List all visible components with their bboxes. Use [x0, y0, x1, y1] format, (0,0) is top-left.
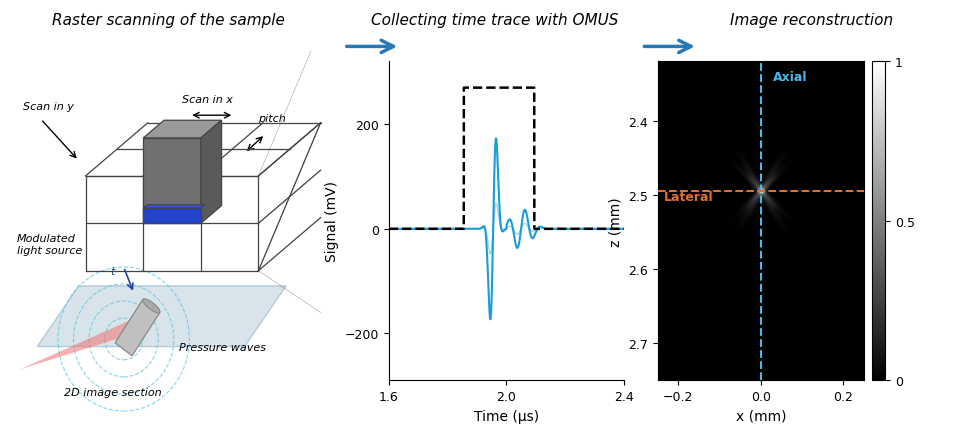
- Text: Modulated
light source: Modulated light source: [16, 234, 82, 255]
- Polygon shape: [143, 205, 204, 209]
- Text: Scan in x: Scan in x: [182, 95, 233, 104]
- Polygon shape: [20, 320, 141, 369]
- Text: pitch: pitch: [258, 114, 286, 123]
- Y-axis label: Signal (mV): Signal (mV): [325, 181, 339, 262]
- Polygon shape: [201, 121, 222, 224]
- Text: Raster scanning of the sample: Raster scanning of the sample: [52, 13, 284, 28]
- Text: Image reconstruction: Image reconstruction: [730, 13, 893, 28]
- X-axis label: x (mm): x (mm): [735, 409, 786, 423]
- Polygon shape: [143, 209, 201, 224]
- Text: t: t: [110, 266, 115, 276]
- Polygon shape: [115, 300, 160, 356]
- Polygon shape: [143, 121, 222, 138]
- Text: Scan in y: Scan in y: [23, 102, 74, 112]
- Polygon shape: [143, 138, 201, 224]
- Y-axis label: z (mm): z (mm): [609, 197, 622, 246]
- Text: Collecting time trace with OMUS: Collecting time trace with OMUS: [371, 13, 618, 28]
- Polygon shape: [37, 286, 286, 347]
- Ellipse shape: [143, 299, 160, 313]
- Text: Axial: Axial: [773, 71, 807, 84]
- Text: Lateral: Lateral: [663, 191, 713, 204]
- X-axis label: Time (μs): Time (μs): [474, 409, 539, 423]
- Text: Pressure waves: Pressure waves: [179, 342, 266, 352]
- Text: 2D image section: 2D image section: [64, 387, 162, 397]
